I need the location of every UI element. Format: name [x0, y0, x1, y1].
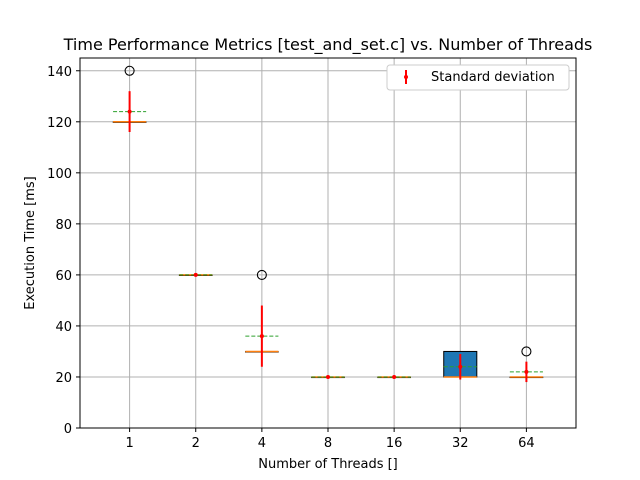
- std-mean-point: [193, 272, 198, 277]
- outlier-point: [256, 269, 267, 280]
- outlier-point: [124, 65, 135, 76]
- x-tick-label: 2: [192, 436, 200, 451]
- y-tick-label: 140: [47, 65, 72, 80]
- x-tick-label: 1: [125, 436, 133, 451]
- std-mean-point: [458, 364, 463, 369]
- x-tick-label: 8: [324, 436, 332, 451]
- box-32: [443, 350, 478, 380]
- y-tick-label: 60: [55, 269, 72, 284]
- legend-entry-standard-deviation: Standard deviation: [431, 70, 555, 85]
- x-axis-title: Number of Threads []: [258, 457, 398, 472]
- box-1: [112, 65, 147, 132]
- y-tick-label: 100: [47, 167, 72, 182]
- std-mean-point: [326, 374, 330, 379]
- y-tick-label: 120: [47, 116, 72, 131]
- y-tick-label: 20: [55, 371, 72, 386]
- legend: Standard deviation: [386, 64, 570, 91]
- y-tick-label: 0: [64, 422, 72, 437]
- outlier-point: [521, 346, 532, 357]
- std-mean-point: [524, 369, 529, 374]
- box-4: [245, 269, 279, 367]
- std-mean-point: [259, 334, 264, 339]
- y-tick-label: 40: [55, 320, 72, 335]
- box-64: [509, 346, 544, 383]
- std-mean-point: [127, 109, 132, 114]
- y-axis-title: Execution Time [ms]: [23, 176, 38, 309]
- legend-frame: [386, 64, 570, 91]
- legend-std-point-marker: [404, 75, 408, 79]
- box-2: [178, 272, 213, 277]
- x-tick-label: 32: [452, 436, 469, 451]
- plot-layer: [112, 65, 544, 383]
- box-8: [311, 374, 345, 379]
- x-tick-label: 64: [518, 436, 535, 451]
- x-tick-label: 16: [386, 436, 403, 451]
- axis-layer: 0 20 40 60 80 100 120 140 1 2 4 8 16 32 64: [47, 65, 535, 451]
- y-tick-label: 80: [55, 218, 72, 233]
- std-mean-point: [392, 374, 397, 379]
- box-16: [377, 374, 411, 379]
- x-tick-label: 4: [258, 436, 266, 451]
- chart-title: Time Performance Metrics [test_and_set.c…: [63, 35, 593, 55]
